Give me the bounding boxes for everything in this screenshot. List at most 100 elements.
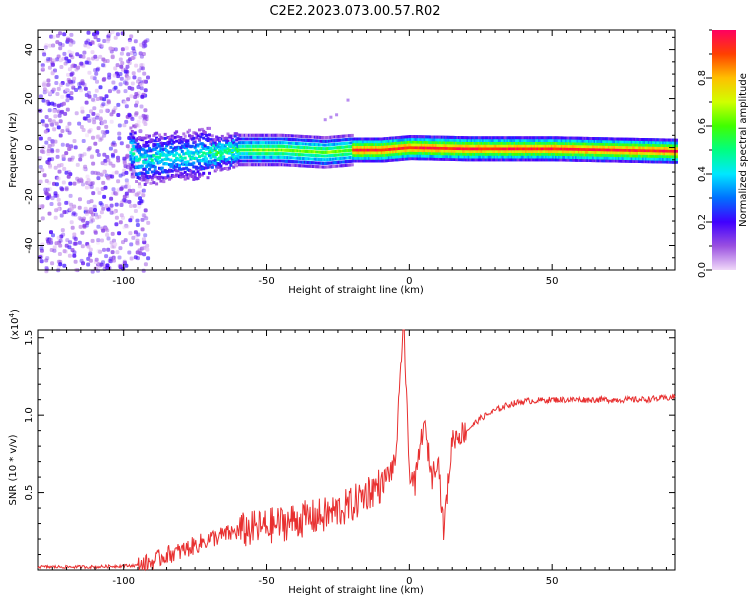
spectrogram-band-cell bbox=[155, 131, 159, 135]
spectrogram-noise-cell bbox=[81, 218, 86, 223]
spectrogram-noise-cell bbox=[146, 256, 151, 261]
spectrogram-band-cell bbox=[219, 149, 223, 153]
spectrogram-band-cell bbox=[182, 175, 186, 178]
spectrogram-noise-cell bbox=[117, 231, 122, 236]
spectrogram-noise-cell bbox=[80, 230, 85, 235]
spectrogram-noise-cell bbox=[110, 250, 115, 255]
spectrogram-noise-cell bbox=[124, 178, 129, 183]
spectrogram-noise-cell bbox=[67, 49, 72, 54]
spectrogram-noise-cell bbox=[99, 262, 104, 267]
spectrogram-noise-cell bbox=[136, 191, 141, 196]
spectrogram-noise-cell bbox=[125, 181, 130, 186]
spectrogram-noise-cell bbox=[91, 97, 95, 102]
spectrogram-band-cell bbox=[226, 139, 230, 143]
spectrogram-noise-cell bbox=[117, 255, 122, 260]
spectrogram-noise-cell bbox=[136, 85, 141, 90]
spectrogram-band-cell bbox=[209, 140, 213, 144]
spectrogram-noise-cell bbox=[81, 128, 86, 132]
spectrogram-noise-cell bbox=[77, 121, 82, 126]
spectrogram-noise-cell bbox=[38, 94, 43, 99]
spectrogram-noise-cell bbox=[100, 43, 105, 48]
spectrogram-noise-cell bbox=[101, 77, 106, 82]
spectrogram-band-cell bbox=[135, 155, 139, 159]
spectrogram-noise-cell bbox=[113, 191, 118, 195]
spectrogram-noise-cell bbox=[125, 144, 130, 149]
spectrogram-noise-cell bbox=[43, 45, 48, 50]
spectrogram-noise-cell bbox=[113, 242, 118, 247]
spectrogram-noise-cell bbox=[56, 103, 61, 108]
spectrogram-band-cell bbox=[190, 156, 194, 160]
spectrogram-noise-cell bbox=[140, 227, 145, 232]
spectrogram-noise-cell bbox=[133, 209, 138, 213]
spectrogram-band-cell bbox=[159, 141, 163, 145]
spectrogram-band-cell bbox=[175, 165, 179, 169]
spectrogram-band-cell bbox=[185, 144, 189, 148]
colorbar-gradient bbox=[712, 30, 736, 270]
spectrogram-band-cell bbox=[160, 136, 164, 140]
spectrogram-noise-cell bbox=[68, 42, 73, 47]
spectrogram-x-ticks: -100 -50 0 50 bbox=[51, 30, 667, 287]
spectrogram-noise-cell bbox=[70, 225, 75, 230]
spectrogram-noise-cell bbox=[101, 169, 106, 174]
spectrogram-noise-cell bbox=[140, 66, 145, 71]
spectrogram-noise-cell bbox=[92, 117, 97, 122]
spectrogram-band-cell bbox=[222, 155, 226, 159]
y-tick-label: 0.5 bbox=[24, 485, 35, 501]
spectrogram-band-cell bbox=[146, 177, 150, 181]
spectrogram-noise-cell bbox=[99, 109, 104, 114]
spectrogram-noise-cell bbox=[46, 78, 51, 83]
spectrogram-noise-cell bbox=[104, 254, 109, 259]
spectrogram-noise-cell bbox=[87, 70, 92, 75]
spectrogram-band-cell bbox=[176, 157, 180, 161]
spectrogram-noise-cell bbox=[124, 263, 129, 268]
spectrogram-band-cell bbox=[150, 158, 154, 162]
spectrogram-band-cell bbox=[170, 134, 174, 138]
spectrogram-noise-cell bbox=[140, 217, 145, 222]
spectrogram-noise-cell bbox=[41, 82, 46, 87]
spectrogram-band-cell bbox=[195, 149, 199, 153]
spectrogram-noise-cell bbox=[140, 63, 145, 67]
spectrogram-noise-cell bbox=[48, 43, 52, 48]
spectrogram-band-cell bbox=[196, 176, 200, 180]
spectrogram-noise-cell bbox=[89, 216, 94, 221]
spectrogram-noise-cell bbox=[128, 231, 133, 236]
spectrogram-noise-cell bbox=[71, 85, 76, 90]
spectrogram-band-cell bbox=[179, 146, 183, 150]
spectrogram-band-cell bbox=[675, 160, 678, 164]
spectrogram-noise-cell bbox=[38, 156, 43, 161]
spectrogram-band-cell bbox=[160, 166, 164, 170]
spectrogram-noise-cell bbox=[50, 142, 55, 147]
spectrogram-noise-cell bbox=[113, 149, 118, 154]
spectrogram-noise-cell bbox=[86, 114, 91, 118]
spectrogram-band-cell bbox=[158, 172, 161, 176]
spectrogram-noise-cell bbox=[141, 52, 146, 56]
snr-x-axis-label: Height of straight line (km) bbox=[288, 585, 424, 596]
spectrogram-noise-cell bbox=[139, 199, 144, 204]
spectrogram-noise-cell bbox=[91, 218, 95, 223]
spectrogram-noise-cell bbox=[141, 268, 146, 273]
spectrogram-noise-cell bbox=[53, 165, 58, 170]
spectrogram-noise-cell bbox=[139, 54, 144, 59]
spectrogram-noise-cell bbox=[108, 46, 113, 51]
spectrogram-noise-cell bbox=[72, 139, 77, 143]
spectrogram-noise-cell bbox=[41, 98, 46, 103]
spectrogram-band-cell bbox=[133, 125, 137, 129]
spectrogram-band-cell bbox=[192, 136, 196, 140]
spectrogram-noise-cell bbox=[124, 46, 129, 51]
spectrogram-band-cell bbox=[178, 141, 181, 145]
spectrogram-noise-cell bbox=[87, 129, 92, 134]
spectrogram-noise-cell bbox=[87, 146, 92, 150]
spectrogram-noise-cell bbox=[72, 232, 77, 237]
spectrogram-noise-cell bbox=[97, 214, 102, 219]
spectrogram-noise-cell bbox=[101, 180, 106, 185]
spectrogram-noise-cell bbox=[96, 224, 101, 229]
spectrogram-noise-cell bbox=[94, 257, 99, 262]
spectrogram-band-cell bbox=[152, 153, 156, 157]
spectrogram-noise-cell bbox=[109, 119, 114, 124]
spectrogram-noise-cell bbox=[46, 161, 51, 165]
spectrogram-noise-cell bbox=[96, 126, 101, 131]
spectrogram-noise-cell bbox=[88, 117, 93, 121]
spectrogram-noise-cell bbox=[101, 228, 106, 233]
spectrogram-band-cell bbox=[232, 165, 236, 169]
snr-y-multiplier: (x104) bbox=[8, 309, 21, 340]
